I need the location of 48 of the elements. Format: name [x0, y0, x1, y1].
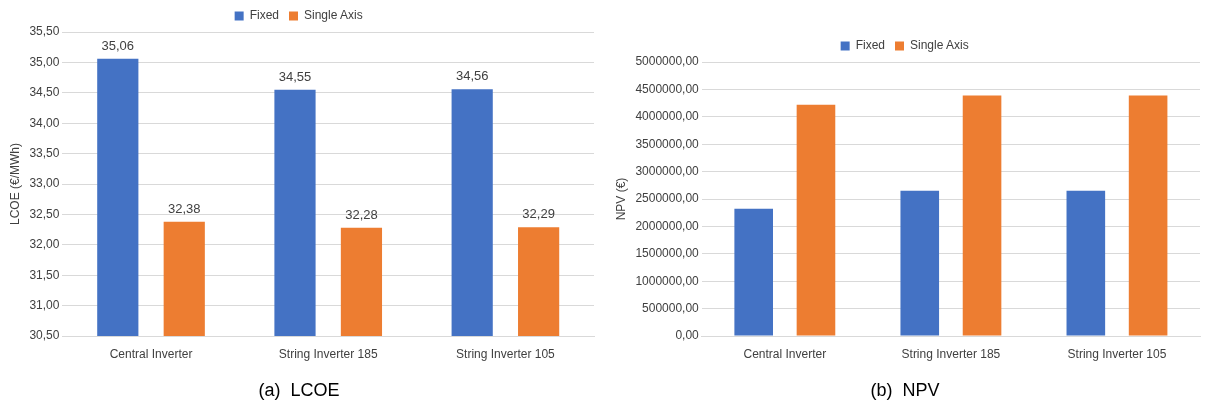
y-tick-label: 1500000,00 [635, 246, 700, 261]
bar [900, 190, 940, 336]
y-tick-label: 3000000,00 [635, 163, 700, 178]
y-tick-label: 3500000,00 [635, 136, 700, 151]
y-tick-label: 500000,00 [642, 300, 700, 315]
data-label: 35,06 [101, 37, 135, 53]
y-tick-label: 0,00 [675, 328, 700, 343]
x-tick-label: Central Inverter [109, 346, 193, 361]
y-tick-label: 32,00 [29, 237, 60, 252]
y-tick-label: 2500000,00 [635, 191, 700, 206]
x-tick-label: Central Inverter [743, 346, 827, 361]
y-tick-label: 4000000,00 [635, 109, 700, 124]
legend-label: Fixed [249, 8, 279, 23]
bar [962, 95, 1002, 336]
data-label: 34,56 [455, 68, 489, 84]
x-tick-label: String Inverter 105 [1067, 346, 1167, 361]
y-tick-label: 35,00 [29, 54, 60, 69]
y-tick-label: 34,00 [29, 115, 60, 130]
text: (a) LCOE [258, 380, 340, 401]
data-label: 32,38 [167, 200, 201, 216]
y-tick-label: 5000000,00 [635, 54, 700, 69]
legend-label: Single Axis [303, 8, 363, 23]
legend-label: Fixed [855, 38, 885, 53]
data-label: 32,28 [345, 206, 378, 222]
text: (b) NPV [870, 380, 940, 401]
x-tick-label: String Inverter 185 [901, 346, 1001, 361]
bar [1128, 95, 1168, 336]
y-tick-label: 33,50 [29, 145, 60, 160]
x-tick-label: String Inverter 105 [456, 346, 556, 361]
legend-label: Single Axis [909, 38, 969, 53]
y-tick-label: 4500000,00 [635, 81, 700, 96]
y-tick-label: 31,50 [29, 267, 60, 282]
y-axis-title: LCOE (€/MWh) [7, 142, 22, 226]
bar [734, 208, 773, 336]
y-tick-label: 30,50 [29, 328, 60, 343]
y-tick-label: 34,50 [29, 85, 60, 100]
y-tick-label: 33,00 [29, 176, 60, 191]
y-tick-label: 1000000,00 [635, 273, 700, 288]
bar [1066, 190, 1106, 336]
y-tick-label: 2000000,00 [635, 218, 700, 233]
bar [796, 104, 836, 336]
y-axis-title: NPV (€) [613, 177, 628, 221]
y-tick-label: 35,50 [29, 24, 60, 39]
data-label: 32,29 [522, 206, 555, 222]
x-tick-label: String Inverter 185 [278, 346, 378, 361]
y-tick-label: 31,00 [29, 297, 60, 312]
data-label: 34,55 [278, 68, 312, 84]
y-tick-label: 32,50 [29, 206, 60, 221]
